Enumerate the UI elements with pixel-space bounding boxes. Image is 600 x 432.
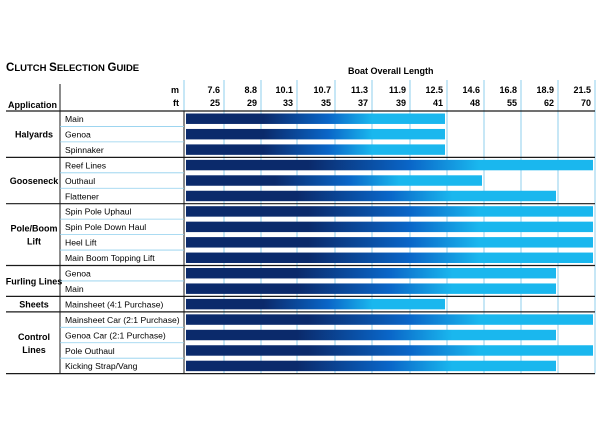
range-bar	[186, 345, 593, 356]
boat-length-heading: Boat Overall Length	[348, 66, 434, 76]
length-ft-tick: 39	[396, 98, 406, 108]
row-label: Mainsheet Car (2:1 Purchase)	[65, 315, 180, 325]
row-label: Genoa	[65, 269, 91, 279]
length-ft-tick: 41	[433, 98, 443, 108]
length-ft-tick: 55	[507, 98, 517, 108]
length-ft-tick: 29	[247, 98, 257, 108]
row-label: Genoa	[65, 129, 91, 139]
group-label: Lines	[22, 345, 46, 355]
range-bar	[186, 175, 482, 186]
length-ft-tick: 25	[210, 98, 220, 108]
length-m-tick: 14.6	[462, 85, 480, 95]
length-m-tick: 10.7	[313, 85, 331, 95]
row-label: Kicking Strap/Vang	[65, 361, 138, 371]
range-bar	[186, 329, 556, 341]
range-bar	[186, 159, 593, 171]
row-label: Spin Pole Uphaul	[65, 207, 131, 217]
length-ft-tick: 70	[581, 98, 591, 108]
row-label: Flattener	[65, 191, 99, 201]
length-ft-tick: 33	[283, 98, 293, 108]
row-label: Main	[65, 284, 84, 294]
group-label: Furling Lines	[6, 276, 63, 286]
length-m-tick: 10.1	[275, 85, 293, 95]
range-bar	[186, 314, 593, 325]
row-label: Main	[65, 114, 84, 124]
group-label: Lift	[27, 237, 41, 247]
group-label: Gooseneck	[10, 176, 60, 186]
range-bar	[186, 128, 445, 140]
group-label: Control	[18, 332, 50, 342]
length-m-tick: 7.6	[207, 85, 220, 95]
range-bar	[186, 252, 593, 263]
row-label: Heel Lift	[65, 238, 97, 248]
length-m-tick: 8.8	[244, 85, 257, 95]
group-label: Pole/Boom	[10, 224, 57, 234]
row-label: Reef Lines	[65, 160, 106, 170]
row-label: Spinnaker	[65, 145, 104, 155]
length-m-tick: 18.9	[536, 85, 554, 95]
length-ft-tick: 62	[544, 98, 554, 108]
length-m-tick: 12.5	[425, 85, 443, 95]
range-bar	[186, 113, 445, 124]
chart-title: CLUTCH SELECTION GUIDE	[6, 62, 139, 74]
length-m-tick: 11.3	[351, 85, 368, 95]
row-label: Spin Pole Down Haul	[65, 222, 146, 232]
range-bar	[186, 144, 445, 155]
unit-m-label: m	[171, 85, 179, 95]
group-label: Halyards	[15, 130, 53, 140]
group-label: Sheets	[19, 300, 49, 310]
length-ft-tick: 35	[321, 98, 331, 108]
row-label: Mainsheet (4:1 Purchase)	[65, 299, 164, 309]
range-bar	[186, 206, 593, 217]
row-label: Outhaul	[65, 176, 95, 186]
application-heading: Application	[8, 100, 57, 110]
range-bar	[186, 283, 556, 294]
range-bar	[186, 298, 445, 310]
row-label: Pole Outhaul	[65, 346, 115, 356]
unit-ft-label: ft	[173, 98, 179, 108]
range-bar	[186, 268, 556, 279]
length-m-tick: 16.8	[499, 85, 517, 95]
length-m-tick: 11.9	[389, 85, 406, 95]
range-bar	[186, 360, 556, 372]
range-bar	[186, 221, 593, 233]
length-ft-tick: 37	[358, 98, 368, 108]
row-label: Genoa Car (2:1 Purchase)	[65, 330, 166, 340]
length-ft-tick: 48	[470, 98, 480, 108]
range-bar	[186, 190, 556, 202]
row-label: Main Boom Topping Lift	[65, 253, 155, 263]
length-m-tick: 21.5	[573, 85, 591, 95]
range-bar	[186, 237, 593, 248]
